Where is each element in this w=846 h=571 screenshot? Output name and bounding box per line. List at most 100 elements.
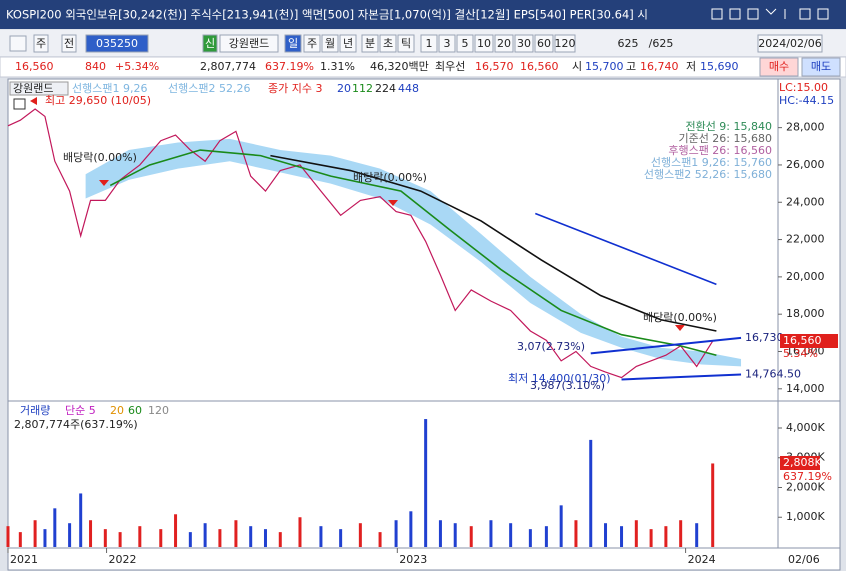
toolbar-button[interactable]: [61, 34, 77, 53]
annotation: 배당락(0.00%): [643, 311, 717, 324]
toolbar-button[interactable]: [514, 34, 534, 53]
x-tick-label: 2024: [688, 553, 716, 566]
quote-field: 16,560: [15, 60, 54, 73]
toolbar-label: 월: [325, 37, 335, 50]
name-box: [9, 81, 69, 96]
volume-bar: [103, 529, 107, 547]
quote-field: 16,560: [520, 60, 559, 73]
volume-bar: [234, 520, 238, 547]
toolbar-button[interactable]: [420, 34, 438, 53]
x-end-label: 02/06: [788, 553, 820, 566]
legend: 20: [110, 404, 124, 417]
volume-bar: [711, 463, 715, 547]
volume-bar: [559, 505, 563, 547]
series-line: [7, 108, 714, 379]
toolbar-label: 20: [497, 37, 511, 50]
legend: 448: [398, 82, 419, 95]
toolbar-label: 2024/02/06: [758, 37, 821, 50]
toolbar-label: 5: [462, 37, 469, 50]
y-tick-label: 2,000K: [786, 480, 825, 493]
volume-bar: [278, 532, 282, 547]
toolbar-button[interactable]: [534, 34, 554, 53]
quote-field: 46,320백만: [370, 60, 429, 73]
quote-field: +5.34%: [115, 60, 159, 73]
icon[interactable]: [9, 35, 27, 52]
annotation: 배당락(0.00%): [63, 151, 137, 164]
volume-bar: [263, 529, 267, 547]
toolbar-label: 전: [64, 37, 74, 50]
volume-bar: [68, 523, 72, 547]
volume-bar: [664, 526, 668, 547]
toolbar-button[interactable]: [321, 34, 339, 53]
volume-bar: [159, 529, 163, 547]
volume-bar: [394, 520, 398, 547]
price-box: [780, 334, 838, 348]
quote-field: 시: [572, 60, 582, 73]
annotations: 강원랜드 선행스팬1 9,26 선행스팬2 52,26 종가 지수 3 20 1…: [9, 81, 838, 566]
order-label[interactable]: 매도: [811, 60, 831, 73]
toolbar-button[interactable]: [397, 34, 415, 53]
toolbar-label: 120: [555, 37, 576, 50]
toolbar-button[interactable]: [494, 34, 514, 53]
toolbar-button[interactable]: [379, 34, 397, 53]
annotation: 3,987(3.10%): [530, 379, 605, 392]
toolbar-button[interactable]: [284, 34, 302, 53]
toolbar-label: 분: [365, 37, 375, 50]
toolbar-button[interactable]: [554, 34, 576, 53]
toolbar-button[interactable]: [339, 34, 357, 53]
toolbar-button[interactable]: [456, 34, 474, 53]
quote-field: 840: [85, 60, 106, 73]
toolbar-button[interactable]: [202, 34, 218, 53]
ichimoku-label: 선행스팬1 9,26: 15,760: [651, 156, 772, 169]
toolbar-button[interactable]: [219, 34, 279, 53]
volume-change: 637.19%: [783, 470, 832, 483]
ichimoku-label: 후행스팬 26: 16,560: [668, 144, 772, 157]
volume-bar: [339, 529, 343, 547]
toolbar-button[interactable]: [361, 34, 379, 53]
quote-field: 1.31%: [320, 60, 355, 73]
toolbar-button[interactable]: [474, 34, 494, 53]
quote-field: 16,570: [475, 60, 514, 73]
order-button[interactable]: [801, 57, 841, 77]
series-line: [109, 149, 717, 357]
volume-bar: [574, 520, 578, 547]
toolbar-label: 625: [618, 37, 639, 50]
quote-field: 15,700: [585, 60, 624, 73]
volume-bar: [469, 526, 473, 547]
volume-bar: [489, 520, 493, 547]
toolbar-label: 주: [36, 37, 46, 50]
ichimoku-cloud: [85, 138, 742, 367]
icon[interactable]: [13, 98, 26, 110]
volume-bar: [203, 523, 207, 547]
current-change: 5.34%: [783, 347, 818, 360]
toolbar-button[interactable]: [438, 34, 456, 53]
ichimoku-label: 기준선 26: 15,680: [678, 132, 772, 145]
volume-bar: [43, 529, 47, 547]
toolbar-label: 초: [383, 37, 393, 50]
trendline: [621, 373, 742, 381]
toolbar-button[interactable]: [33, 34, 49, 53]
volume-bar: [378, 532, 382, 547]
volume-bar: [118, 532, 122, 547]
volume-bar: [438, 520, 442, 547]
toolbar-button[interactable]: [303, 34, 321, 53]
volume-bar: [79, 493, 83, 547]
volume-bar: [174, 514, 178, 547]
toolbar-button[interactable]: [757, 34, 823, 53]
quote-field: 고: [626, 60, 636, 73]
order-label[interactable]: 매수: [769, 60, 789, 73]
current-volume: 2,808K: [783, 456, 822, 469]
order-button[interactable]: [759, 57, 799, 77]
x-tick-label: 2023: [399, 553, 427, 566]
legend: 20: [337, 82, 351, 95]
volume-bar: [53, 508, 57, 547]
y-tick-label: 14,000: [786, 382, 825, 395]
legend: 224: [375, 82, 396, 95]
legend: 120: [148, 404, 169, 417]
toolbar-label: 신: [205, 37, 215, 50]
volume-bar: [89, 520, 93, 547]
legend: 112: [352, 82, 373, 95]
title-icons[interactable]: [711, 8, 829, 20]
toolbar-button[interactable]: [85, 34, 149, 53]
toolbar-label: 주: [307, 37, 317, 50]
